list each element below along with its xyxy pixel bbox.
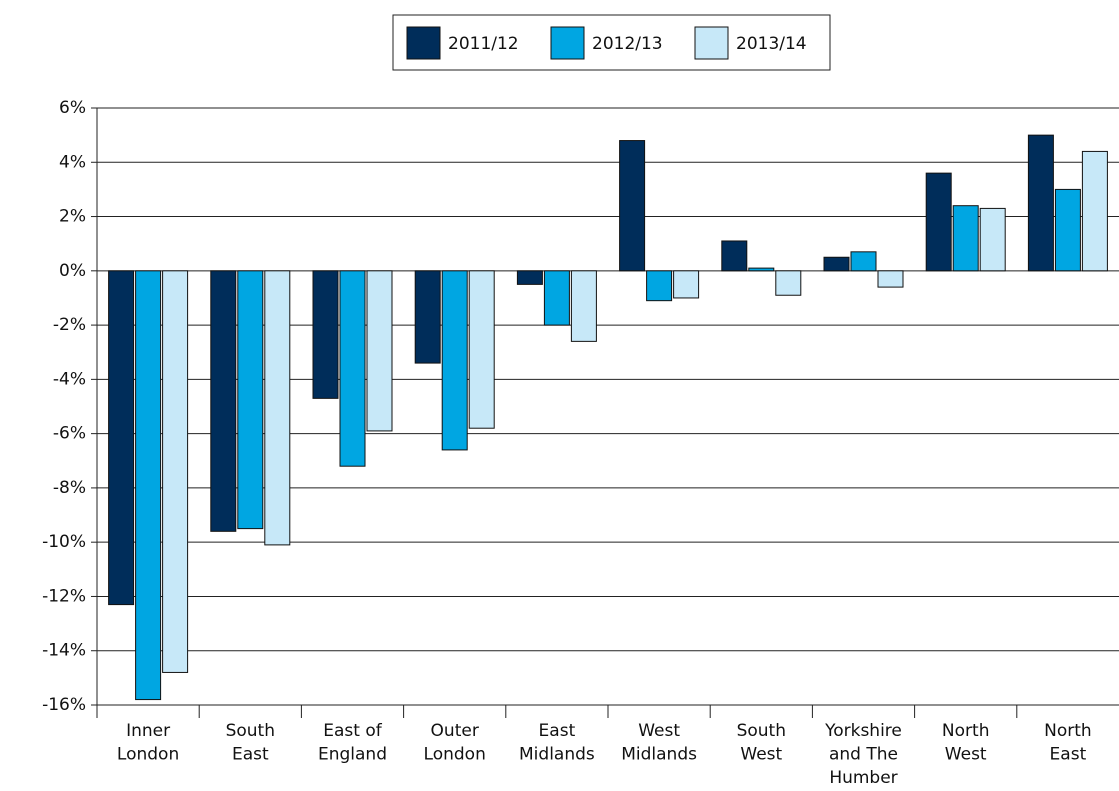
x-tick-label: East of England bbox=[318, 721, 387, 765]
bar bbox=[646, 270, 673, 302]
bar bbox=[237, 270, 264, 530]
y-tick-label: -8% bbox=[53, 478, 86, 498]
legend-swatch bbox=[406, 26, 441, 60]
bar bbox=[264, 270, 291, 546]
x-tick-label: Outer London bbox=[424, 721, 486, 765]
x-tick-label-line: North bbox=[942, 721, 990, 741]
bar bbox=[312, 270, 339, 399]
x-tick-label-line: West bbox=[638, 721, 680, 741]
x-tick-label-line: South bbox=[226, 721, 275, 741]
x-tick-label: North East bbox=[1044, 721, 1092, 765]
x-tick-label: Inner London bbox=[117, 721, 179, 765]
x-tick-label-line: East bbox=[232, 745, 269, 765]
x-tick-label-line: Midlands bbox=[519, 745, 595, 765]
bar bbox=[619, 140, 646, 272]
bar bbox=[673, 270, 700, 299]
x-tick-label-line: North bbox=[1044, 721, 1092, 741]
bar bbox=[850, 251, 877, 272]
x-tick-label-line: East bbox=[539, 721, 576, 741]
y-tick-label: -6% bbox=[53, 424, 86, 444]
bar bbox=[979, 207, 1006, 272]
bar bbox=[1054, 188, 1081, 272]
x-tick-label-line: West bbox=[945, 745, 987, 765]
bar bbox=[162, 270, 189, 673]
bar bbox=[775, 270, 802, 296]
bar bbox=[1027, 134, 1054, 272]
x-tick-label: East Midlands bbox=[519, 721, 595, 765]
x-tick-label-line: and The bbox=[829, 745, 898, 765]
y-tick-label: -10% bbox=[42, 532, 86, 552]
y-tick-label: -12% bbox=[42, 586, 86, 606]
y-tick-label: 2% bbox=[59, 207, 86, 227]
y-tick-label: -2% bbox=[53, 315, 86, 335]
legend-label: 2013/14 bbox=[736, 34, 807, 54]
bar bbox=[366, 270, 393, 432]
bar bbox=[1081, 150, 1108, 272]
y-tick-label: -4% bbox=[53, 369, 86, 389]
y-tick-label: 0% bbox=[59, 261, 86, 281]
x-tick-label-line: Yorkshire bbox=[824, 721, 902, 741]
bar bbox=[823, 256, 850, 272]
y-tick-label: -16% bbox=[42, 695, 86, 715]
x-tick-label-line: England bbox=[318, 745, 387, 765]
x-tick-label-line: East of bbox=[323, 721, 382, 741]
x-tick-label-line: South bbox=[737, 721, 786, 741]
bar bbox=[748, 267, 775, 272]
y-tick-label: 6% bbox=[59, 98, 86, 118]
x-tick-label: West Midlands bbox=[621, 721, 697, 765]
legend-swatch bbox=[694, 26, 729, 60]
x-tick-label-line: London bbox=[424, 745, 486, 765]
legend-swatch bbox=[550, 26, 585, 60]
x-tick-label: Yorkshire and The Humber bbox=[824, 721, 902, 788]
x-tick-label-line: West bbox=[740, 745, 782, 765]
x-tick-label-line: Humber bbox=[829, 768, 897, 788]
bar bbox=[516, 270, 543, 285]
bar bbox=[877, 270, 904, 288]
bar bbox=[543, 270, 570, 326]
bar bbox=[414, 270, 441, 364]
legend-label: 2011/12 bbox=[448, 34, 519, 54]
x-tick-label-line: Outer bbox=[431, 721, 479, 741]
bar bbox=[570, 270, 597, 342]
legend-label: 2012/13 bbox=[592, 34, 663, 54]
legend-box bbox=[392, 14, 831, 71]
y-tick-label: 4% bbox=[59, 152, 86, 172]
bar bbox=[135, 270, 162, 701]
bar bbox=[339, 270, 366, 467]
bar bbox=[925, 172, 952, 272]
x-tick-label-line: London bbox=[117, 745, 179, 765]
bar bbox=[108, 270, 135, 606]
bar bbox=[952, 205, 979, 272]
bar bbox=[468, 270, 495, 429]
x-tick-label: South East bbox=[226, 721, 275, 765]
y-tick-label: -14% bbox=[42, 641, 86, 661]
bar bbox=[441, 270, 468, 451]
x-tick-label-line: Midlands bbox=[621, 745, 697, 765]
x-tick-label-line: Inner bbox=[126, 721, 170, 741]
x-tick-label: North West bbox=[942, 721, 990, 765]
bar bbox=[721, 240, 748, 272]
x-tick-label: South West bbox=[737, 721, 786, 765]
bar bbox=[210, 270, 237, 532]
x-tick-label-line: East bbox=[1050, 745, 1087, 765]
